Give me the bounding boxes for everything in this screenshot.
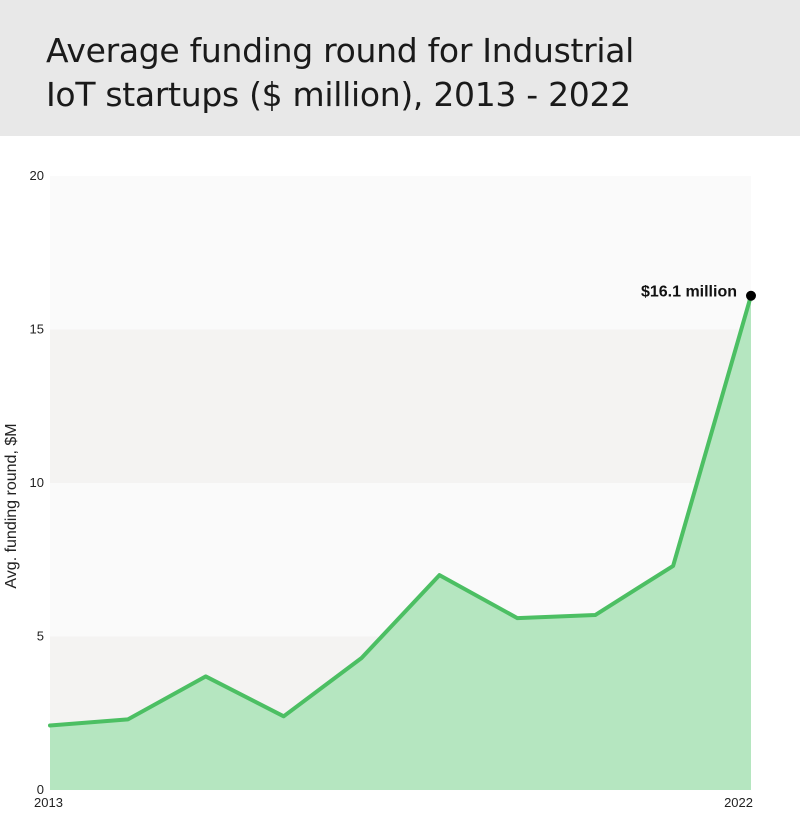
y-tick-label: 0 (37, 782, 44, 797)
y-tick-label: 20 (30, 168, 44, 183)
x-tick-label: 2022 (724, 795, 753, 810)
annotation-label: $16.1 million (641, 284, 737, 301)
background-band (50, 176, 751, 330)
title-line-2: IoT startups ($ million), 2013 - 2022 (46, 75, 631, 114)
chart-title: Average funding round for Industrial IoT… (46, 29, 766, 117)
y-tick-label: 5 (37, 629, 44, 644)
y-tick-label: 15 (30, 322, 44, 337)
y-tick-label: 10 (30, 475, 44, 490)
series-line (48, 293, 753, 728)
area-chart: 0 5 10 15 20 2013 2022 Avg. funding round, $M $1… (3, 168, 756, 810)
title-band: Average funding round for Industrial IoT… (0, 0, 800, 136)
chart-area: 0 5 10 15 20 2013 2022 Avg. funding round, $M $1… (0, 150, 800, 814)
x-tick-label: 2013 (34, 795, 63, 810)
title-line-1: Average funding round for Industrial (46, 31, 635, 70)
background-band (50, 329, 751, 483)
annotation-marker (746, 290, 756, 301)
y-axis-label: Avg. funding round, $M (3, 423, 20, 588)
series-area (50, 295, 751, 790)
